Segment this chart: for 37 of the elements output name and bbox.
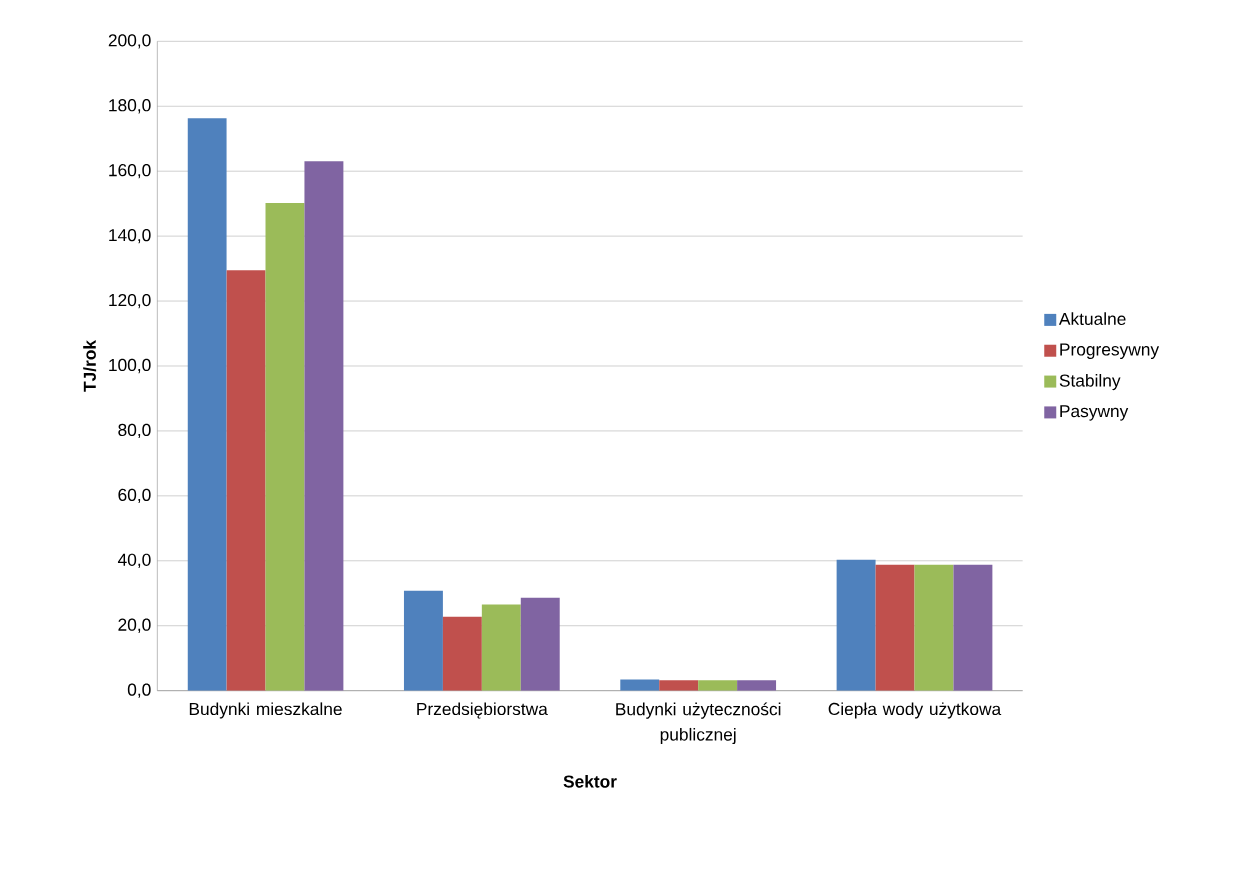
bar — [520, 597, 560, 691]
x-axis-title: Sektor — [563, 775, 617, 788]
bar — [737, 680, 777, 691]
y-tick-label: 160,0 — [109, 164, 151, 179]
y-axis-title: TJ/rok — [83, 340, 97, 392]
bar — [403, 590, 443, 691]
bar — [953, 564, 993, 691]
y-tick-label: 180,0 — [109, 99, 151, 114]
y-tick-label: 80,0 — [118, 423, 151, 439]
legend-label: Progresywny — [1060, 343, 1160, 360]
legend-label: Aktualne — [1058, 312, 1126, 326]
bar — [698, 680, 738, 691]
legend-label: Pasywny — [1060, 405, 1129, 421]
y-tick-label: 200,0 — [108, 34, 151, 49]
x-tick-label: Ciepła wody użytkowa — [828, 702, 1002, 719]
legend-label: Stabilny — [1059, 374, 1121, 391]
x-tick-label: Budynki mieszkalne — [189, 702, 342, 719]
bar — [265, 203, 305, 691]
bar — [659, 680, 699, 691]
bar — [836, 559, 876, 691]
y-tick-label: 100,0 — [109, 359, 151, 374]
bar — [187, 118, 227, 691]
bar — [481, 604, 521, 691]
y-tick-label: 0,0 — [127, 683, 151, 698]
x-tick-label: Przedsiębiorstwa — [417, 702, 548, 719]
y-tick-label: 40,0 — [117, 553, 151, 569]
bar — [304, 161, 344, 691]
bar — [875, 564, 915, 691]
y-tick-label: 20,0 — [118, 618, 151, 634]
y-tick-label: 60,0 — [118, 488, 151, 504]
y-tick-label: 140,0 — [109, 229, 151, 244]
bar — [226, 270, 266, 691]
bar — [914, 564, 954, 691]
bar — [620, 679, 660, 691]
x-tick-label: Budynki użyteczności publicznej — [616, 702, 781, 745]
y-tick-label: 120,0 — [109, 294, 151, 309]
bar — [442, 616, 482, 691]
